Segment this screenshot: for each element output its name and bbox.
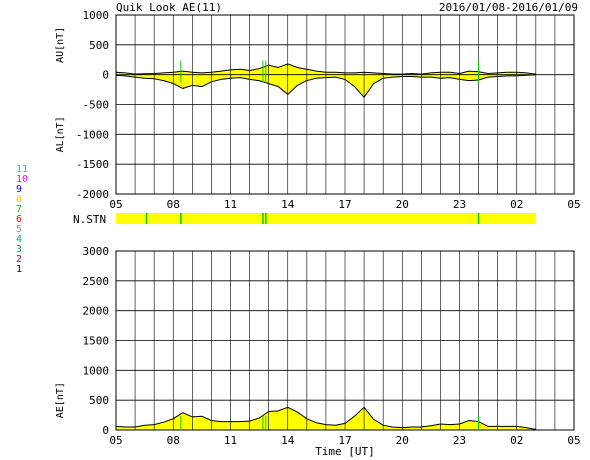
ae-x-tick-label: 11 <box>224 434 237 447</box>
station-legend-label: 3 <box>16 244 23 255</box>
station-legend-label: 11 <box>16 164 29 175</box>
ae-frame <box>115 250 575 431</box>
ae-series-line-0 <box>115 406 536 430</box>
station-legend-label: 7 <box>16 204 23 215</box>
station-count-bar <box>116 213 536 224</box>
ae-x-tick-label: 08 <box>167 434 180 447</box>
au-al-y-tick-label: 500 <box>89 39 109 52</box>
ae-y-tick-label: 2000 <box>83 305 110 318</box>
au-al-frame <box>115 14 575 195</box>
au-al-x-tick-label: 23 <box>453 198 466 211</box>
station-legend-label: 8 <box>16 194 23 205</box>
au-al-x-tick-label: 20 <box>396 198 409 211</box>
au-al-x-tick-label: 14 <box>281 198 295 211</box>
header-date-range: 2016/01/08-2016/01/09 <box>438 1 578 14</box>
station-legend-label: 1 <box>16 264 23 275</box>
au-al-series-line-0 <box>115 63 536 75</box>
ae-x-tick-label: 02 <box>510 434 523 447</box>
station-legend-label: 6 <box>16 214 23 225</box>
au-al-x-tick-label: 08 <box>167 198 180 211</box>
au-al-y-tick-label: -2000 <box>76 188 109 201</box>
station-legend-label: 2 <box>16 254 23 265</box>
al-axis-label: AL[nT] <box>55 116 66 152</box>
au-al-x-tick-label: 05 <box>567 198 580 211</box>
ae-area-fill-0 <box>116 407 536 430</box>
au-al-y-tick-label: 0 <box>102 69 109 82</box>
ae-x-tick-label: 20 <box>396 434 409 447</box>
au-al-x-tick-label: 02 <box>510 198 523 211</box>
ae-axis-label: AE[nT] <box>55 382 66 418</box>
au-al-y-tick-label: -1000 <box>76 128 109 141</box>
station-legend-label: 9 <box>16 184 23 195</box>
ae-x-tick-label: 05 <box>567 434 580 447</box>
ae-y-tick-label: 0 <box>102 424 109 437</box>
au-al-y-tick-label: 1000 <box>83 9 110 22</box>
ae-y-tick-label: 1000 <box>83 364 110 377</box>
au-al-x-tick-label: 17 <box>338 198 351 211</box>
au-al-x-tick-label: 05 <box>109 198 122 211</box>
ae-x-tick-label: 23 <box>453 434 466 447</box>
au-al-y-tick-label: -1500 <box>76 158 109 171</box>
au-al-y-tick-label: -500 <box>83 99 110 112</box>
au-al-series-line-1 <box>115 74 536 99</box>
au-axis-label: AU[nT] <box>55 27 66 63</box>
au-al-x-tick-label: 11 <box>224 198 237 211</box>
ae-y-tick-label: 1500 <box>83 335 110 348</box>
station-legend-label: 10 <box>16 174 29 185</box>
header-title: Quik Look AE(11) <box>116 1 222 14</box>
station-legend-label: 4 <box>16 234 23 245</box>
ae-y-tick-label: 3000 <box>83 245 110 258</box>
ae-x-tick-label: 05 <box>109 434 122 447</box>
ae-x-tick-label: 17 <box>338 434 351 447</box>
ae-x-tick-label: 14 <box>281 434 295 447</box>
station-count-label: N.STN <box>73 213 106 226</box>
x-axis-title: Time [UT] <box>315 445 375 458</box>
ae-y-tick-label: 500 <box>89 394 109 407</box>
ae-y-tick-label: 2500 <box>83 275 110 288</box>
station-legend-label: 5 <box>16 224 23 235</box>
au-al-area-fill-0 <box>116 63 536 75</box>
